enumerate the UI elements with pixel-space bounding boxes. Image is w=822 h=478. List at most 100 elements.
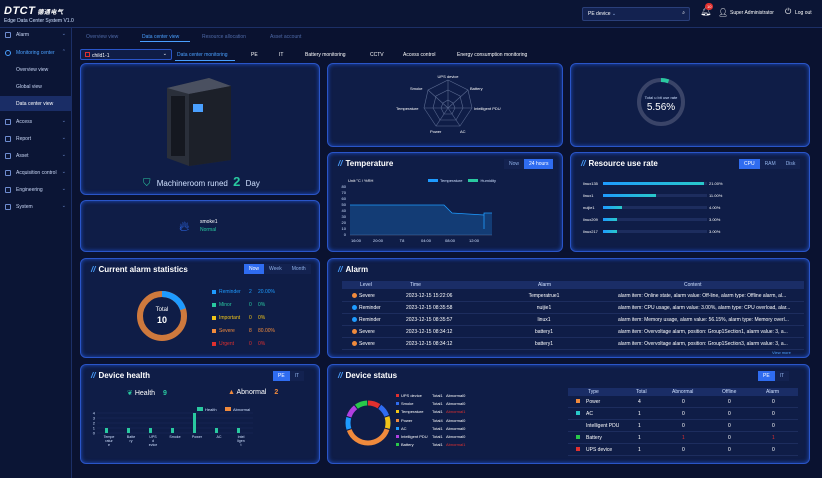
view-more-link[interactable]: View more: [772, 350, 791, 355]
legend-abnormal: Abnormal1: [446, 442, 466, 448]
tab-24h[interactable]: 24 hours: [524, 159, 554, 169]
status-row[interactable]: AC 1 0 0 0: [568, 409, 798, 420]
tab-stats-month[interactable]: Month: [286, 264, 311, 274]
resource-pct: 4.00%: [709, 205, 721, 210]
sidebar-item-monitoring[interactable]: Monitoring center ⌃: [0, 46, 72, 60]
sidebar-item-asset[interactable]: Asset ⌄: [0, 149, 72, 163]
nav-asset-account[interactable]: Asset account: [270, 34, 302, 40]
alarm-row[interactable]: Severe 2023-12-15 08:34:12 battery1 alarm i…: [342, 327, 804, 338]
sidebar-sub-global[interactable]: Global view: [16, 84, 42, 90]
legend-abnormal: Abnormal0: [446, 425, 466, 431]
user-name[interactable]: Super Administrator: [730, 10, 774, 16]
sidebar-item-alarm[interactable]: Alarm ⌄: [0, 28, 72, 42]
smoke-status: Normal: [200, 227, 217, 233]
stat-color-square: [212, 342, 216, 346]
room-select[interactable]: child1-1 ⌄: [80, 49, 172, 60]
alarm-row[interactable]: Severe 2023-12-15 15:22:06 Temperatrue1 ala…: [342, 291, 804, 302]
sidebar-item-access[interactable]: Access ⌄: [0, 115, 72, 129]
tab-status-pe[interactable]: PE: [758, 371, 775, 381]
status-legend-row: Power Total4 Abnormal0: [396, 418, 496, 426]
nav-data-center[interactable]: Data center view: [142, 34, 180, 40]
alarm-level-icon: [352, 293, 357, 298]
acquisition-icon: [5, 170, 11, 176]
notification-badge: 10: [705, 3, 714, 10]
tab-health-pe[interactable]: PE: [273, 371, 290, 381]
status-abnormal: 1: [682, 435, 685, 441]
tab-access[interactable]: Access control: [403, 52, 436, 58]
legend-name: Smoke: [401, 401, 414, 407]
tab-health-it[interactable]: IT: [289, 371, 305, 381]
status-row[interactable]: Intelligent PDU 1 0 0 0: [568, 421, 798, 432]
alarm-level-icon: [352, 341, 357, 346]
sidebar-item-report[interactable]: Report ⌄: [0, 132, 72, 146]
status-row[interactable]: Battery 1 1 0 1: [568, 433, 798, 444]
sidebar-item-engineering[interactable]: Engineering ⌄: [0, 183, 72, 197]
warning-icon: ▲: [228, 389, 235, 396]
status-tabs: PE IT: [758, 371, 790, 381]
logout-link[interactable]: Log out: [795, 10, 812, 16]
tab-now[interactable]: Now: [504, 159, 525, 169]
status-total: 4: [638, 399, 641, 405]
resource-bar-track: [603, 206, 707, 209]
status-offline: 0: [728, 447, 731, 453]
health-ytick: 1: [93, 426, 96, 431]
device-select[interactable]: PE device ⌄ ⌕: [582, 7, 690, 21]
legend-swatch: [396, 418, 399, 422]
status-type-swatch: [576, 435, 580, 439]
alarm-stat-row: Minor 0 0%: [212, 302, 312, 312]
radar-label-temperature: Temperature: [396, 106, 419, 111]
legend-swatch: [396, 402, 399, 406]
report-icon: [5, 136, 11, 142]
flame-icon: 🔥︎: [179, 218, 190, 234]
search-icon[interactable]: ⌕: [682, 10, 685, 16]
stat-name: Severe: [219, 328, 235, 334]
legend-abnormal-label: Abnormal: [233, 407, 250, 412]
health-bar: [193, 413, 196, 433]
status-abnormal: 0: [682, 411, 685, 417]
sidebar-sub-overview[interactable]: Overview view: [16, 67, 49, 73]
sidebar-item-acquisition[interactable]: Acquisition control ⌄: [0, 166, 72, 180]
bell-icon[interactable]: 🔔︎: [700, 6, 712, 16]
logout-icon[interactable]: ⏻: [785, 7, 792, 16]
sub-tabs: Data center monitoring PE IT Battery mon…: [172, 49, 810, 61]
sidebar-item-system[interactable]: System ⌄: [0, 200, 72, 214]
tab-energy[interactable]: Energy consumption monitoring: [457, 52, 528, 58]
tab-ram[interactable]: RAM: [759, 159, 781, 169]
status-ring-segment: [345, 400, 391, 446]
tab-pe[interactable]: PE: [251, 52, 258, 58]
sidebar-sub-datacenter[interactable]: Data center view: [0, 96, 72, 111]
alarm-row[interactable]: Severe 2023-12-15 08:34:12 battery1 alarm i…: [342, 339, 804, 350]
tab-cctv[interactable]: CCTV: [370, 52, 384, 58]
svg-text:20: 20: [342, 220, 347, 225]
alarm-stats-tabs: Now Week Month: [244, 264, 311, 274]
alarm-row[interactable]: Reminder 2023-12-15 08:35:57 linux1 alarm i…: [342, 315, 804, 326]
status-row[interactable]: Power 4 0 0 0: [568, 397, 798, 408]
alarm-level: Reminder: [359, 317, 381, 323]
tab-cpu[interactable]: CPU: [739, 159, 760, 169]
stat-color-square: [212, 316, 216, 320]
nav-resource[interactable]: Resource allocation: [202, 34, 246, 40]
temperature-tabs: Now 24 hours: [504, 159, 554, 169]
tab-battery[interactable]: Battery monitoring: [305, 52, 346, 58]
tab-status-it[interactable]: IT: [774, 371, 790, 381]
svg-text:T8: T8: [400, 238, 405, 243]
device-health-title: //Device health: [91, 371, 151, 380]
tab-disk[interactable]: Disk: [780, 159, 801, 169]
radar-label-battery: Battery: [470, 86, 483, 91]
tab-it[interactable]: IT: [279, 52, 284, 58]
status-row[interactable]: UPS device 1 0 0 0: [568, 445, 798, 456]
health-ytick: 4: [93, 411, 96, 416]
alarm-row[interactable]: Reminder 2023-12-15 08:35:58 nuijie1 alarm …: [342, 303, 804, 314]
svg-text:50: 50: [342, 202, 347, 207]
device-status-panel: //Device status PE IT UPS device Total1 Ab…: [327, 364, 810, 464]
shield-icon: ⛉: [143, 178, 151, 189]
alarm-stats-panel: //Current alarm statistics Now Week Mont…: [80, 258, 320, 358]
status-table-header: Type Total Abnormal Offline Alarm: [568, 388, 798, 396]
tab-stats-now[interactable]: Now: [244, 264, 265, 274]
nav-overview[interactable]: Overview view: [86, 34, 119, 40]
alarm-level: Severe: [359, 341, 375, 347]
tab-stats-week[interactable]: Week: [264, 264, 287, 274]
tab-dc-monitoring[interactable]: Data center monitoring: [177, 52, 228, 58]
